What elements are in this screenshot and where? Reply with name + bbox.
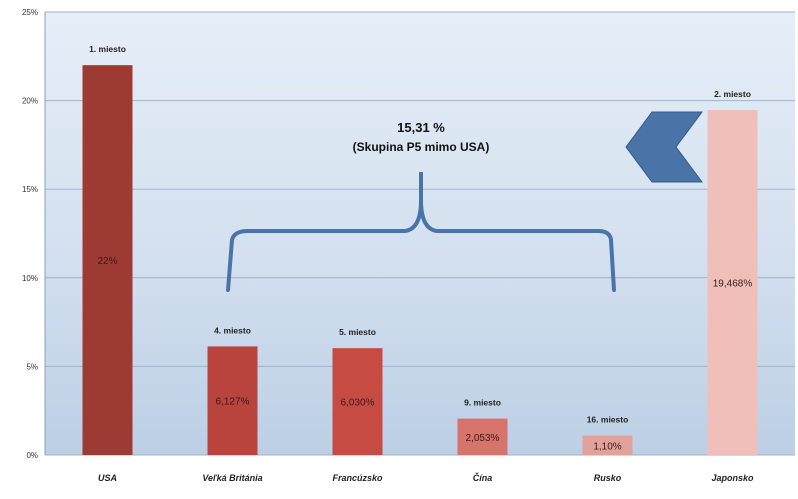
bar-value-label: 19,468% [713, 279, 753, 290]
arrow-shape [625, 111, 703, 183]
y-tick-label: 0% [26, 451, 38, 460]
x-tick-label: Čína [473, 472, 493, 483]
bar-value-label: 2,053% [466, 433, 500, 444]
group-brace [226, 172, 616, 292]
bar-rank-label: 1. miesto [89, 44, 126, 54]
bar-rank-label: 16. miesto [587, 415, 629, 425]
bar-value-label: 1,10% [593, 441, 621, 452]
bar [457, 418, 508, 455]
y-tick-label: 10% [22, 274, 38, 283]
bar [82, 65, 133, 455]
annotation-line2: (Skupina P5 mimo USA) [353, 140, 490, 154]
bar [582, 435, 633, 455]
plot-area [45, 12, 795, 455]
x-tick-label: USA [98, 473, 117, 483]
bar-rank-label: 5. miesto [339, 327, 376, 337]
annotation-line1: 15,31 % [397, 120, 445, 135]
bar-rank-label: 9. miesto [464, 398, 501, 408]
y-tick-label: 5% [26, 362, 38, 371]
x-tick-label: Japonsko [711, 473, 754, 483]
y-tick-label: 25% [22, 8, 38, 17]
bar [707, 110, 758, 455]
x-tick-label: Veľká Británia [202, 473, 262, 483]
x-tick-label: Rusko [594, 473, 622, 483]
y-tick-label: 15% [22, 185, 38, 194]
bar-value-label: 6,030% [341, 398, 375, 409]
x-tick-label: Francúzsko [332, 473, 383, 483]
bar-value-label: 22% [97, 256, 117, 267]
bar-rank-label: 4. miesto [214, 325, 251, 335]
bar-rank-label: 2. miesto [714, 89, 751, 99]
bar [207, 346, 258, 455]
bar [332, 348, 383, 455]
y-tick-label: 20% [22, 97, 38, 106]
bar-value-label: 6,127% [216, 397, 250, 408]
